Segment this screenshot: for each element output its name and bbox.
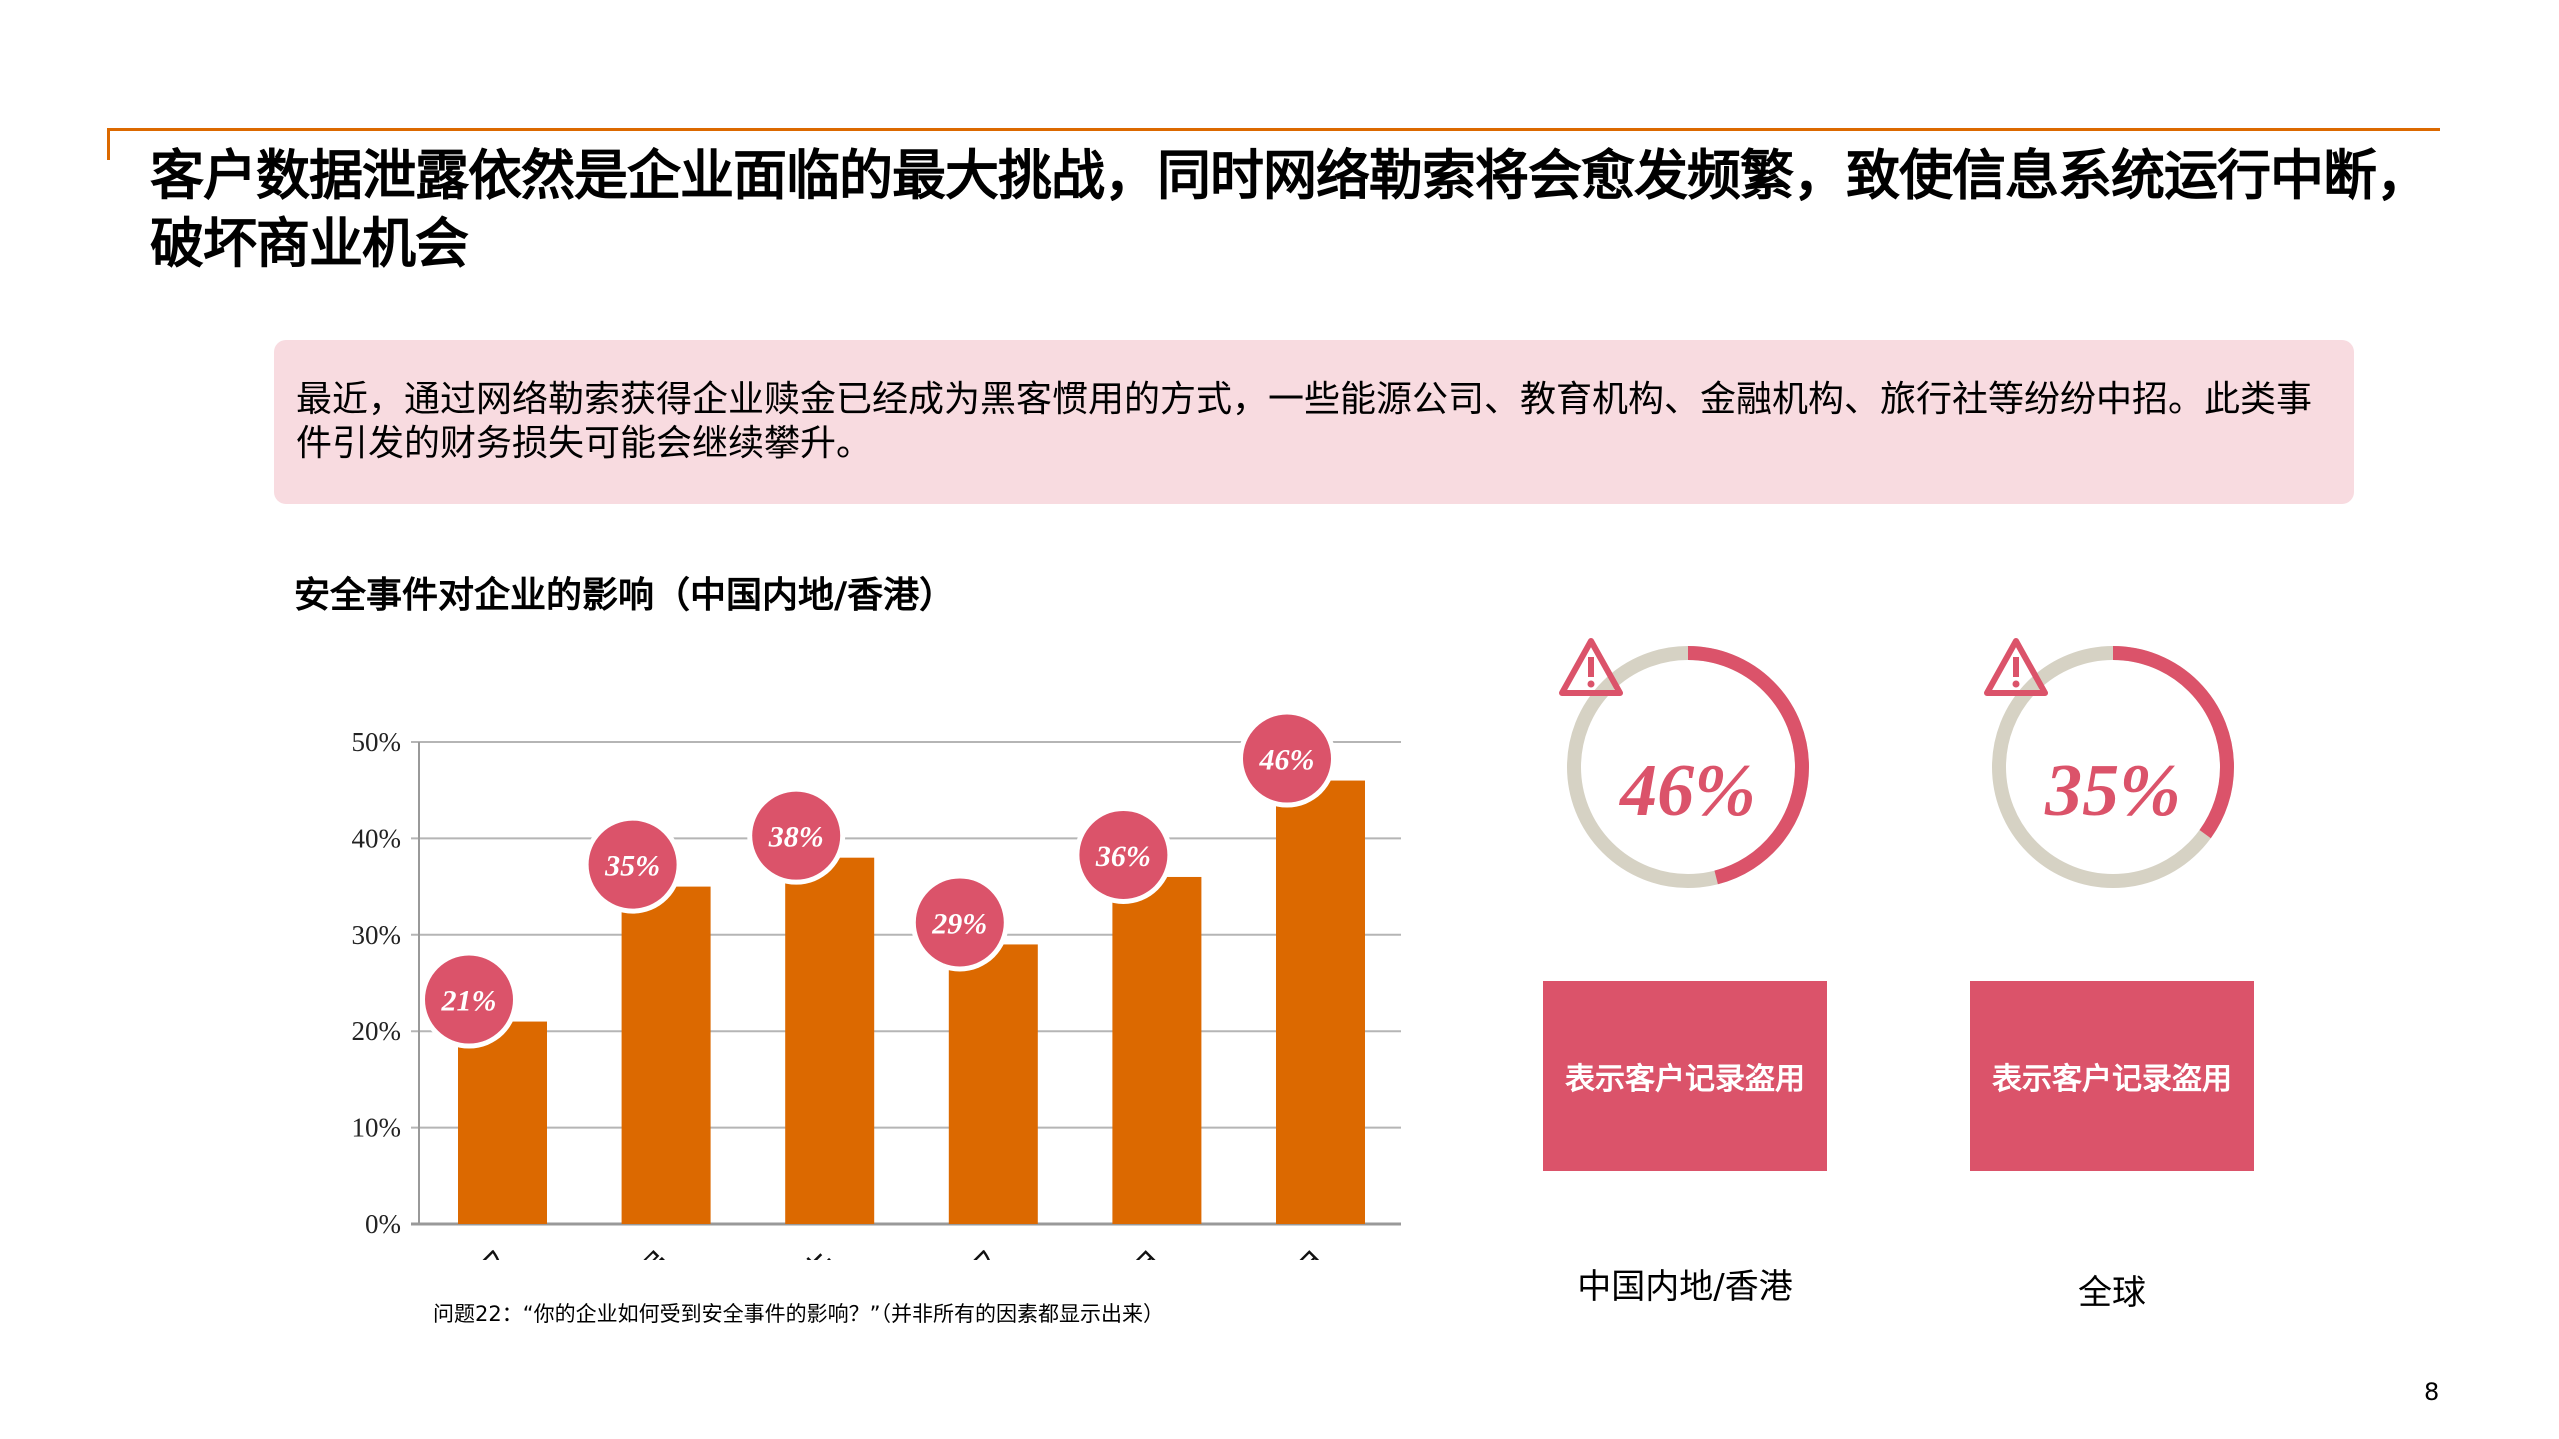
data-label: 21% (441, 985, 497, 1018)
data-label: 29% (931, 907, 987, 940)
bar-chart: 0% 10% 20% 30% 40% 50% 21% 盗窃“硬”知识产权 35% 品牌/声誉受损 3… (297, 709, 1401, 1260)
data-label: 46% (1259, 744, 1315, 777)
intro-box: 最近，通过网络勒索获得企业赎金已经成为黑客惯用的方式，一些能源公司、教育机构、金… (274, 340, 2354, 504)
warning-icon (1984, 638, 2048, 696)
region-label-global: 全球 (2078, 1273, 2146, 1313)
chart-title: 安全事件对企业的影响（中国内地/香港） (294, 575, 956, 616)
page-title: 客户数据泄露依然是企业面临的最大挑战，同时网络勒索将会愈发频繁，致使信息系统运行… (150, 144, 2430, 275)
region-label-china: 中国内地/香港 (1577, 1267, 1793, 1307)
category-label: 财务损失 (722, 1244, 846, 1260)
legend-box-global: 表示客户记录盗用 (1970, 981, 2254, 1171)
bar (1276, 780, 1365, 1224)
warning-icon (1559, 638, 1623, 696)
y-tick-label: 30% (352, 920, 402, 950)
legend-box-china: 表示客户记录盗用 (1543, 981, 1827, 1171)
category-label: 商业邮件盗用 (1001, 1244, 1174, 1260)
y-tick-label: 10% (352, 1113, 402, 1143)
data-label: 35% (604, 850, 660, 883)
category-label: 盗窃“硬”知识产权 (297, 1244, 518, 1260)
title-rule (107, 128, 2440, 131)
bar (785, 857, 875, 1224)
data-bubble (588, 820, 677, 909)
y-tick-label: 40% (352, 823, 402, 853)
donut-value: 46% (1620, 750, 1756, 832)
donut-value-arc (1567, 646, 1809, 888)
bar (621, 886, 711, 1224)
bar (1112, 876, 1202, 1224)
donut-global: 35% (1983, 637, 2243, 897)
page-number: 8 (2424, 1378, 2440, 1406)
data-bubble (1079, 810, 1168, 899)
data-bubble (752, 791, 841, 880)
data-bubble (915, 878, 1004, 967)
donut-value: 35% (2045, 750, 2181, 832)
donut-value-arc (1992, 646, 2234, 888)
category-label: 客户记录盗用 (1164, 1244, 1337, 1260)
y-tick-label: 0% (365, 1209, 401, 1239)
donut-china: 46% (1558, 637, 1818, 897)
donut-ring (1567, 646, 1809, 888)
data-label: 36% (1095, 840, 1151, 873)
donut-ring (1992, 646, 2234, 888)
category-label: 品牌/声誉受损 (502, 1244, 683, 1260)
y-tick-label: 20% (352, 1016, 402, 1046)
data-bubble (1243, 714, 1331, 803)
bar (948, 944, 1038, 1224)
y-tick-label: 50% (352, 727, 402, 757)
data-bubble (425, 955, 513, 1044)
footnote: 问题22：“你的企业如何受到安全事件的影响？”（并非所有的因素都显示出来） (433, 1302, 1164, 1326)
title-rule-tick (107, 128, 110, 160)
data-label: 38% (768, 821, 824, 854)
bar (458, 1021, 547, 1224)
